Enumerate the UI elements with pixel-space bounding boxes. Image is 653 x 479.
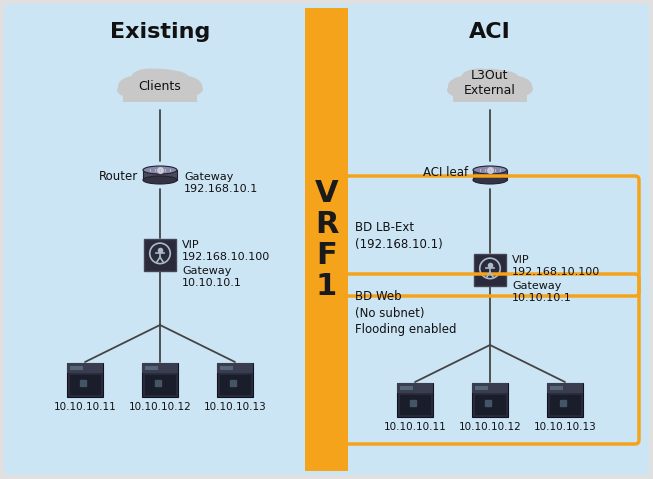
Text: Clients: Clients — [138, 80, 182, 92]
Bar — [399, 394, 431, 415]
Bar — [143, 170, 177, 180]
Bar — [473, 170, 507, 180]
Bar — [217, 363, 253, 397]
Bar — [472, 383, 508, 417]
Bar — [217, 363, 253, 373]
Text: VIP
192.168.10.100: VIP 192.168.10.100 — [512, 255, 600, 277]
Bar — [475, 386, 488, 390]
Ellipse shape — [448, 76, 488, 96]
Bar — [69, 374, 101, 395]
Bar — [144, 239, 176, 271]
Text: 10.10.10.13: 10.10.10.13 — [534, 422, 596, 432]
Bar — [474, 394, 506, 415]
Bar — [397, 383, 433, 417]
Text: 10.10.10.12: 10.10.10.12 — [458, 422, 521, 432]
Ellipse shape — [462, 69, 517, 96]
Ellipse shape — [485, 70, 520, 88]
Text: ACI: ACI — [469, 22, 511, 42]
Bar — [144, 374, 176, 395]
Text: Router: Router — [99, 171, 138, 183]
Ellipse shape — [133, 69, 187, 96]
Bar — [67, 363, 103, 397]
Text: Existing: Existing — [110, 22, 210, 42]
Bar — [219, 374, 251, 395]
Text: 10.10.10.11: 10.10.10.11 — [383, 422, 447, 432]
Ellipse shape — [143, 176, 177, 184]
Text: L3Out
External: L3Out External — [464, 69, 516, 97]
Ellipse shape — [492, 76, 532, 96]
Bar — [549, 394, 581, 415]
Bar — [472, 383, 508, 392]
Bar — [305, 8, 348, 471]
Ellipse shape — [143, 166, 177, 174]
Bar — [397, 383, 433, 392]
Ellipse shape — [473, 166, 507, 174]
Ellipse shape — [473, 176, 507, 184]
Ellipse shape — [173, 81, 203, 96]
Text: 10.10.10.11: 10.10.10.11 — [54, 402, 116, 412]
Ellipse shape — [155, 70, 189, 88]
Bar — [547, 383, 583, 417]
FancyBboxPatch shape — [4, 4, 649, 475]
Bar — [547, 383, 583, 392]
Text: Gateway
10.10.10.1: Gateway 10.10.10.1 — [512, 281, 572, 303]
Ellipse shape — [503, 81, 533, 96]
Text: BD LB-Ext
(192.168.10.1): BD LB-Ext (192.168.10.1) — [355, 221, 443, 251]
Text: Gateway
192.168.10.1: Gateway 192.168.10.1 — [184, 172, 258, 194]
Bar — [70, 366, 82, 370]
Bar — [220, 366, 232, 370]
Text: 10.10.10.13: 10.10.10.13 — [204, 402, 266, 412]
Text: Gateway
10.10.10.1: Gateway 10.10.10.1 — [182, 266, 242, 288]
Text: 10.10.10.12: 10.10.10.12 — [129, 402, 191, 412]
Ellipse shape — [461, 68, 499, 87]
Bar — [400, 386, 413, 390]
Text: V
R
F
1: V R F 1 — [315, 179, 338, 301]
Bar — [142, 363, 178, 397]
Ellipse shape — [131, 68, 169, 87]
Text: ACI leaf: ACI leaf — [423, 167, 468, 180]
Bar — [145, 366, 157, 370]
Bar — [67, 363, 103, 373]
Bar — [142, 363, 178, 373]
Ellipse shape — [118, 76, 158, 96]
Ellipse shape — [117, 82, 147, 98]
Bar — [123, 89, 197, 102]
Ellipse shape — [162, 76, 202, 96]
Text: VIP
192.168.10.100: VIP 192.168.10.100 — [182, 240, 270, 262]
Text: BD Web
(No subnet)
Flooding enabled: BD Web (No subnet) Flooding enabled — [355, 289, 456, 337]
Bar — [550, 386, 563, 390]
Ellipse shape — [447, 82, 477, 98]
Bar — [474, 254, 506, 286]
Bar — [453, 89, 527, 102]
